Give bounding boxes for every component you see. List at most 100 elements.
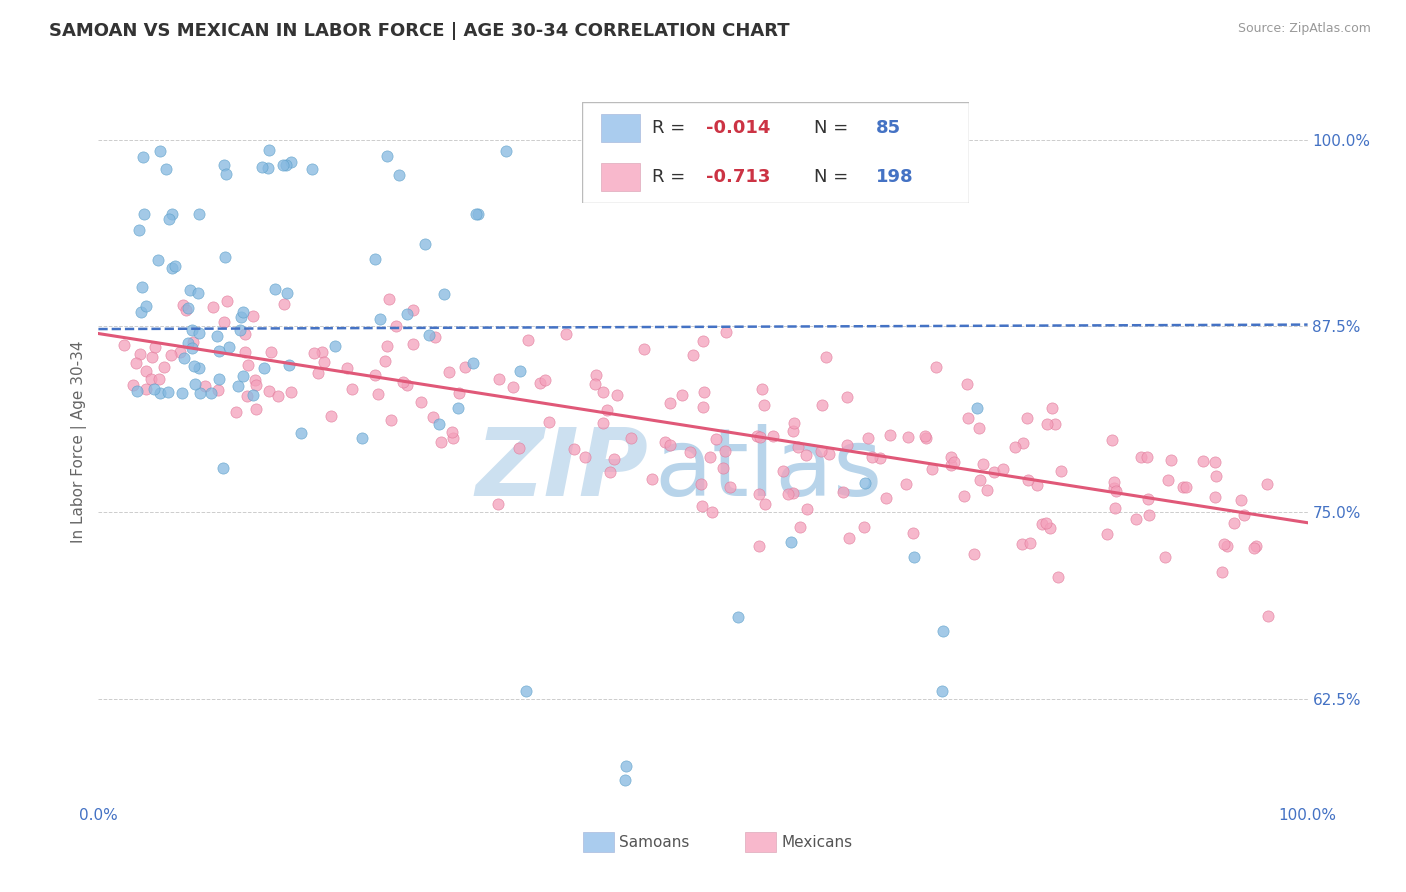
Point	[159, 348, 181, 362]
Point	[187, 207, 209, 221]
Point	[235, 389, 257, 403]
Point	[811, 398, 834, 412]
Point	[319, 409, 342, 423]
Point	[276, 158, 298, 172]
Point	[132, 207, 155, 221]
Point	[212, 158, 235, 172]
Point	[1244, 539, 1267, 553]
Point	[207, 344, 229, 359]
Point	[555, 327, 578, 342]
Point	[172, 297, 194, 311]
Point	[783, 417, 806, 431]
Point	[983, 466, 1005, 480]
Point	[1017, 473, 1039, 487]
Point	[748, 487, 770, 501]
Point	[129, 305, 152, 319]
Point	[392, 376, 415, 390]
Point	[323, 338, 346, 352]
Point	[160, 207, 183, 221]
Point	[257, 144, 280, 158]
Point	[932, 624, 955, 639]
Point	[972, 457, 994, 471]
Point	[794, 448, 817, 462]
Point	[772, 464, 794, 478]
Point	[273, 158, 295, 172]
Point	[260, 345, 283, 359]
Point	[180, 323, 202, 337]
Point	[835, 390, 858, 404]
Point	[1136, 450, 1159, 464]
Point	[427, 417, 450, 431]
Point	[174, 303, 197, 318]
Point	[139, 372, 162, 386]
Point	[267, 389, 290, 403]
Point	[1216, 539, 1239, 553]
Point	[858, 432, 880, 446]
Point	[437, 365, 460, 379]
Point	[1230, 492, 1253, 507]
Point	[693, 384, 716, 399]
Point	[832, 485, 855, 500]
Point	[385, 318, 408, 333]
Text: ZIP: ZIP	[475, 425, 648, 516]
Point	[183, 359, 205, 374]
Point	[782, 486, 804, 500]
Point	[495, 145, 517, 159]
Point	[1204, 491, 1226, 505]
Point	[745, 428, 768, 442]
Point	[529, 376, 551, 390]
Point	[142, 382, 165, 396]
Text: Samoans: Samoans	[619, 835, 689, 849]
Point	[157, 385, 180, 400]
Point	[702, 506, 724, 520]
Point	[762, 429, 785, 443]
Point	[257, 384, 280, 398]
Point	[538, 415, 561, 429]
Point	[692, 334, 714, 348]
Point	[692, 400, 714, 414]
Point	[690, 500, 713, 514]
Point	[602, 452, 624, 467]
Point	[395, 307, 418, 321]
Point	[226, 379, 249, 393]
Point	[776, 487, 799, 501]
Point	[375, 149, 398, 163]
Point	[1104, 481, 1126, 495]
Point	[387, 168, 409, 182]
Point	[214, 250, 236, 264]
Point	[516, 333, 538, 347]
Point	[838, 531, 860, 545]
Point	[135, 364, 157, 378]
Point	[131, 280, 153, 294]
Point	[1031, 516, 1053, 531]
Point	[245, 401, 267, 416]
Point	[1102, 475, 1125, 490]
Point	[860, 450, 883, 464]
Point	[488, 372, 510, 386]
Point	[914, 429, 936, 443]
Point	[454, 359, 477, 374]
Point	[1257, 609, 1279, 624]
Point	[173, 351, 195, 366]
Point	[202, 300, 225, 314]
Point	[336, 360, 359, 375]
Point	[818, 447, 841, 461]
Point	[122, 377, 145, 392]
Point	[441, 432, 464, 446]
Point	[215, 294, 238, 309]
Point	[155, 161, 177, 176]
Point	[486, 497, 509, 511]
Point	[671, 388, 693, 402]
Point	[810, 443, 832, 458]
Point	[931, 684, 953, 698]
Point	[921, 462, 943, 476]
Point	[953, 489, 976, 503]
Point	[614, 758, 637, 772]
Point	[620, 431, 643, 445]
Point	[135, 382, 157, 396]
Point	[1211, 566, 1233, 580]
Point	[447, 401, 470, 415]
Y-axis label: In Labor Force | Age 30-34: In Labor Force | Age 30-34	[72, 340, 87, 543]
Point	[583, 377, 606, 392]
Point	[780, 535, 803, 549]
